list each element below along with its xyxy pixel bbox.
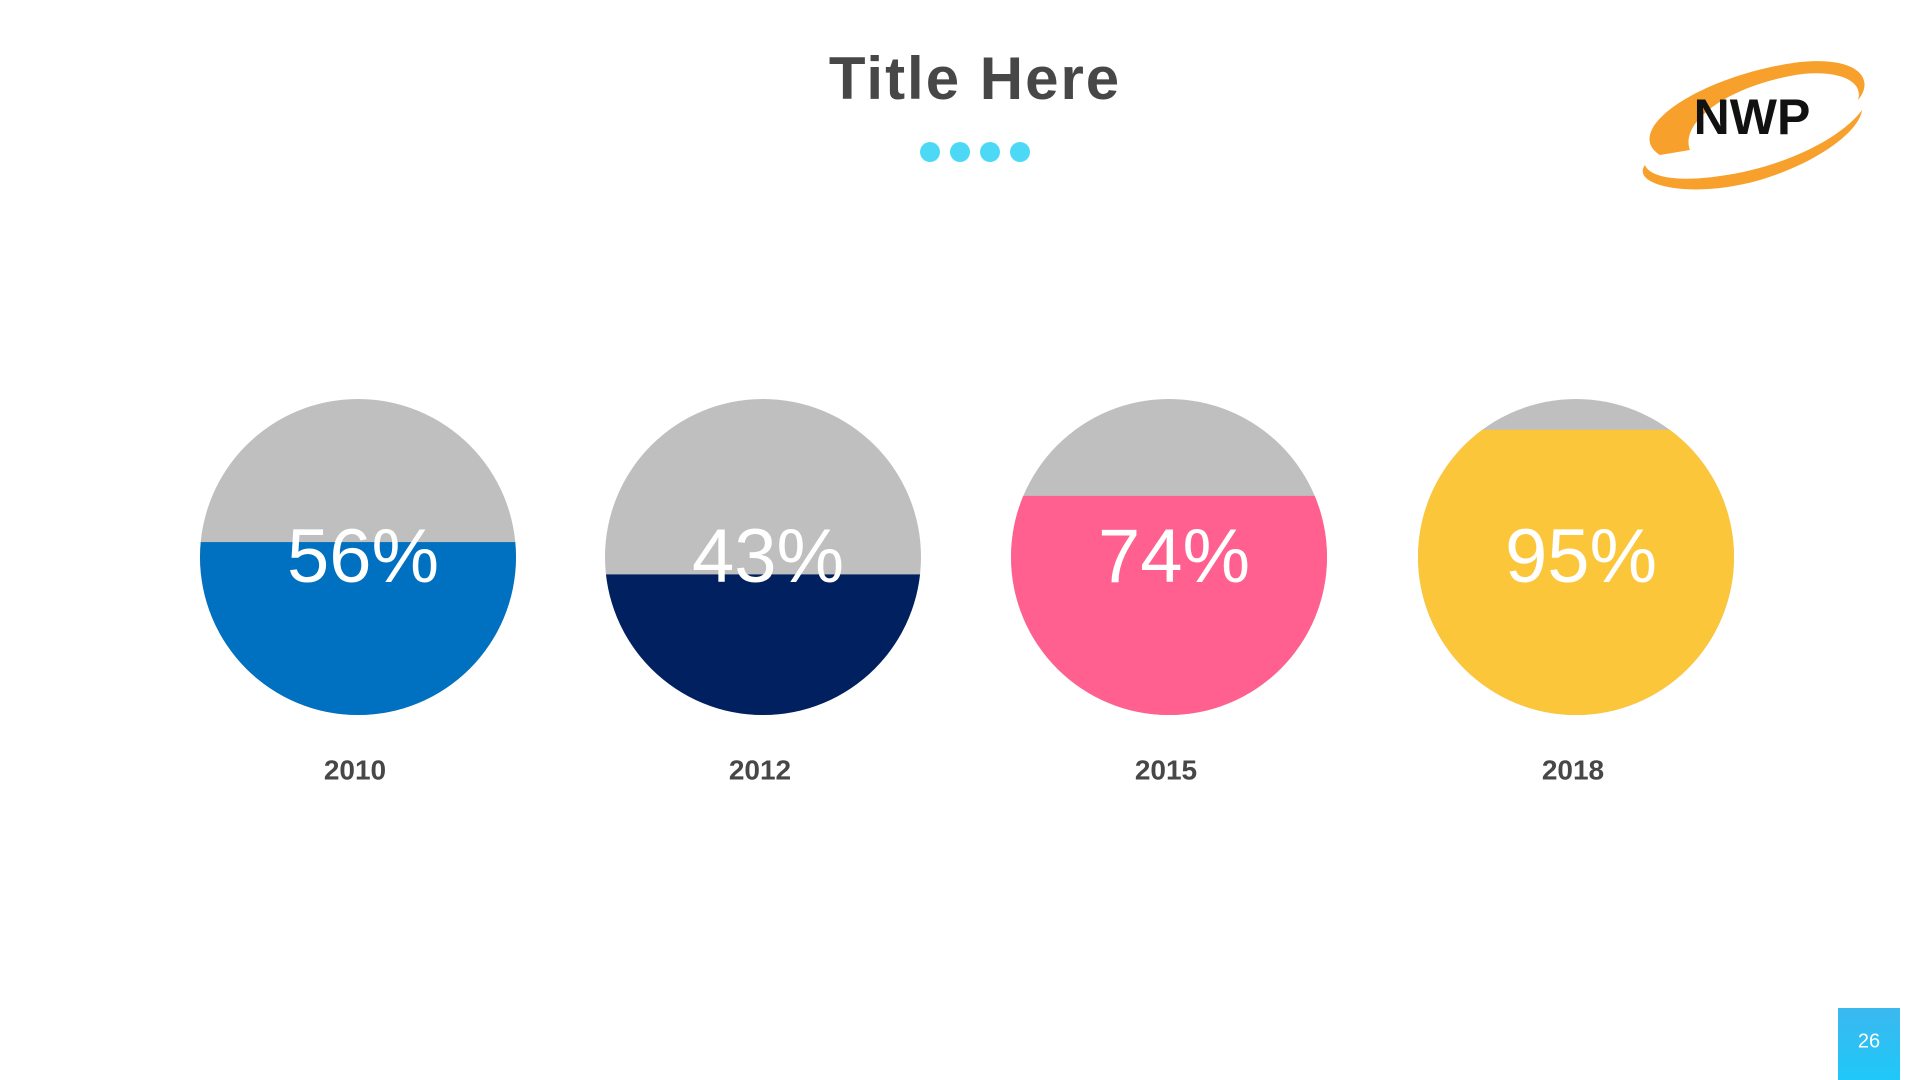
fill-level xyxy=(1418,429,1734,715)
page-number-box xyxy=(1838,1008,1900,1080)
logo-text: NWP xyxy=(1694,89,1811,145)
chart: 56% 2010 43% 2012 74% 2015 95% 2018 xyxy=(200,399,1734,785)
category-label: 2012 xyxy=(729,754,791,785)
value-label: 95% xyxy=(1505,514,1657,599)
category-label: 2010 xyxy=(324,754,386,785)
value-label: 56% xyxy=(287,514,439,599)
category-label: 2015 xyxy=(1135,754,1197,785)
value-label: 43% xyxy=(692,514,844,599)
title-dots xyxy=(920,142,1030,162)
page-number: 26 xyxy=(1858,1030,1880,1052)
logo: NWP xyxy=(1642,61,1865,190)
slide-title: Title Here xyxy=(829,45,1121,112)
category-label: 2018 xyxy=(1542,754,1604,785)
value-label: 74% xyxy=(1098,514,1250,599)
